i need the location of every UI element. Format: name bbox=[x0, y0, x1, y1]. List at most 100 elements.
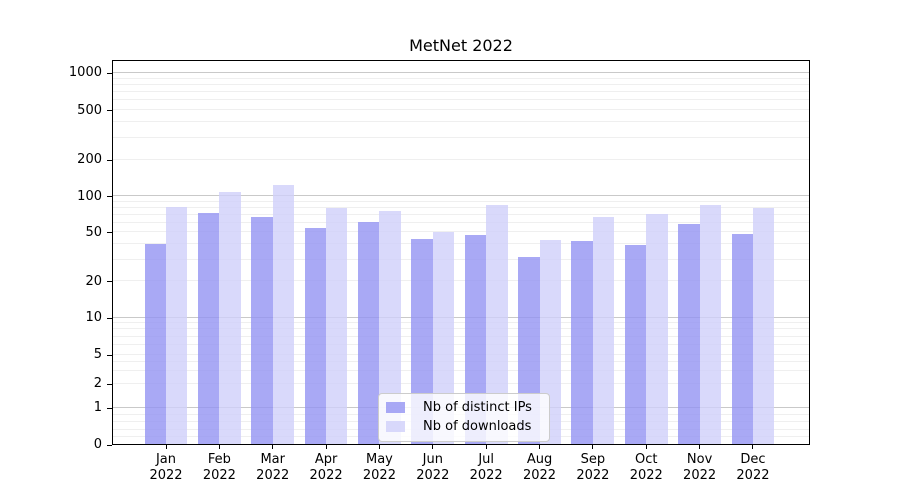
minor-gridline bbox=[113, 369, 809, 371]
minor-gridline bbox=[113, 91, 809, 93]
x-tick-mark bbox=[485, 445, 487, 449]
x-tick-mark bbox=[645, 445, 647, 449]
bar-distinct-ips bbox=[678, 224, 700, 444]
legend-swatch-distinct-ips bbox=[386, 402, 405, 413]
x-tick-mark bbox=[218, 445, 220, 449]
bar-downloads bbox=[379, 210, 401, 444]
y-tick-mark bbox=[107, 383, 112, 385]
y-tick-label: 1 bbox=[93, 400, 102, 415]
minor-gridline bbox=[113, 243, 809, 245]
y-tick-mark bbox=[107, 72, 112, 74]
legend-swatch-downloads bbox=[386, 421, 405, 432]
legend-label-downloads: Nb of downloads bbox=[423, 419, 532, 434]
chart-title: MetNet 2022 bbox=[409, 36, 513, 55]
minor-gridline bbox=[113, 99, 809, 101]
x-tick-mark bbox=[272, 445, 274, 449]
x-tick-label: Aug 2022 bbox=[522, 452, 557, 483]
y-tick-mark bbox=[107, 317, 112, 319]
x-tick-label: Apr 2022 bbox=[309, 452, 343, 483]
minor-gridline bbox=[113, 77, 809, 79]
bar-downloads bbox=[539, 239, 561, 444]
x-tick-mark bbox=[165, 445, 167, 449]
minor-gridline bbox=[113, 121, 809, 123]
x-tick-mark bbox=[592, 445, 594, 449]
x-tick-mark bbox=[432, 445, 434, 449]
x-tick-mark bbox=[539, 445, 541, 449]
bar-downloads bbox=[646, 214, 668, 444]
x-tick-label: Jun 2022 bbox=[416, 452, 450, 483]
legend-row-distinct-ips: Nb of distinct IPs bbox=[386, 398, 541, 417]
bar-downloads bbox=[166, 207, 188, 444]
minor-gridline bbox=[113, 136, 809, 138]
bar-distinct-ips bbox=[624, 245, 647, 444]
minor-gridline bbox=[113, 382, 809, 384]
y-tick-label: 200 bbox=[77, 152, 102, 167]
plot-area bbox=[112, 60, 810, 445]
minor-gridline bbox=[113, 221, 809, 223]
bar-distinct-ips bbox=[731, 233, 753, 444]
x-tick-label: Feb 2022 bbox=[202, 452, 236, 483]
y-tick-label: 2 bbox=[93, 376, 102, 391]
x-tick-label: Dec 2022 bbox=[736, 452, 770, 483]
y-tick-mark bbox=[107, 444, 112, 446]
minor-gridline bbox=[113, 328, 809, 330]
bar-downloads bbox=[432, 231, 455, 444]
minor-gridline bbox=[113, 231, 809, 233]
bar-downloads bbox=[752, 207, 775, 444]
x-tick-mark bbox=[699, 445, 701, 449]
minor-gridline bbox=[113, 335, 809, 337]
minor-gridline bbox=[113, 158, 809, 160]
y-tick-label: 50 bbox=[85, 224, 102, 240]
bar-distinct-ips bbox=[144, 243, 166, 444]
minor-gridline bbox=[113, 83, 809, 85]
y-tick-mark bbox=[107, 407, 112, 409]
minor-gridline bbox=[113, 213, 809, 215]
legend-row-downloads: Nb of downloads bbox=[386, 417, 541, 436]
x-tick-mark bbox=[378, 445, 380, 449]
legend: Nb of distinct IPs Nb of downloads bbox=[378, 393, 550, 442]
minor-gridline bbox=[113, 109, 809, 111]
y-tick-label: 10 bbox=[85, 310, 102, 325]
bar-downloads bbox=[699, 204, 721, 444]
minor-gridline bbox=[113, 206, 809, 208]
bar-downloads bbox=[219, 191, 241, 444]
bar-distinct-ips bbox=[304, 227, 327, 444]
bar-downloads bbox=[486, 205, 508, 444]
minor-gridline bbox=[113, 200, 809, 202]
major-gridline bbox=[113, 316, 809, 318]
y-tick-label: 500 bbox=[77, 102, 102, 118]
x-tick-label: Sep 2022 bbox=[576, 452, 610, 483]
minor-gridline bbox=[113, 353, 809, 355]
x-tick-label: Mar 2022 bbox=[256, 452, 290, 483]
minor-gridline bbox=[113, 322, 809, 324]
minor-gridline bbox=[113, 258, 809, 260]
bar-distinct-ips bbox=[197, 212, 220, 444]
y-tick-label: 20 bbox=[85, 273, 102, 289]
x-tick-label: Nov 2022 bbox=[683, 452, 717, 483]
bar-downloads bbox=[326, 207, 348, 444]
x-tick-label: Jul 2022 bbox=[469, 452, 503, 483]
x-tick-label: Oct 2022 bbox=[629, 452, 663, 483]
y-tick-mark bbox=[107, 232, 112, 234]
y-tick-label: 1000 bbox=[68, 65, 102, 81]
legend-label-distinct-ips: Nb of distinct IPs bbox=[423, 400, 532, 415]
bar-distinct-ips bbox=[464, 235, 487, 444]
y-tick-mark bbox=[107, 110, 112, 112]
y-tick-label: 100 bbox=[77, 188, 102, 204]
x-tick-label: May 2022 bbox=[362, 452, 396, 483]
x-tick-mark bbox=[325, 445, 327, 449]
minor-gridline bbox=[113, 343, 809, 345]
y-tick-mark bbox=[107, 159, 112, 161]
y-tick-mark bbox=[107, 354, 112, 356]
bar-distinct-ips bbox=[411, 238, 433, 444]
x-tick-mark bbox=[752, 445, 754, 449]
x-tick-label: Jan 2022 bbox=[149, 452, 183, 483]
bar-distinct-ips bbox=[571, 241, 593, 444]
bar-distinct-ips bbox=[251, 217, 273, 444]
minor-gridline bbox=[113, 360, 809, 362]
bar-downloads bbox=[272, 184, 295, 444]
major-gridline bbox=[113, 71, 809, 73]
y-tick-mark bbox=[107, 281, 112, 283]
y-tick-label: 5 bbox=[93, 347, 102, 362]
